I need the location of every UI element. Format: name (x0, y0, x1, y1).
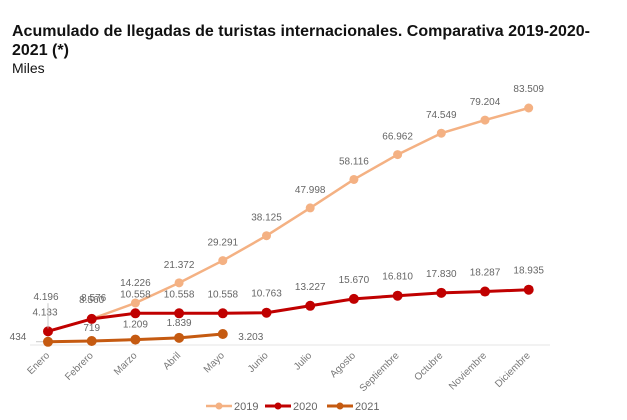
x-tick-labels: Enero Febrero Marzo Abril Mayo Junio Julio Agos… (25, 350, 533, 394)
data-label: 74.549 (426, 110, 457, 121)
data-label: 3.203 (238, 332, 263, 343)
x-tick-label: Marzo (112, 350, 140, 378)
data-label: 38.125 (251, 213, 282, 224)
data-label: 434 (10, 332, 27, 343)
series-layer: 4.196 8.576 14.226 21.372 29.291 38.125 47.998… (10, 84, 544, 347)
data-label: 29.291 (208, 238, 239, 249)
legend-item-2020[interactable]: 2020 (265, 401, 317, 413)
data-point (480, 115, 490, 125)
data-label: 1.209 (123, 320, 148, 331)
series-line-2019 (47, 106, 530, 333)
series-2020: 4.133 8.560 10.558 10.558 10.558 10.763 13.227… (32, 266, 544, 337)
x-tick-label: Junio (246, 350, 271, 375)
x-tick-label: Agosto (328, 350, 358, 380)
legend-swatch-marker (274, 402, 282, 410)
data-point (43, 326, 53, 337)
data-point (392, 290, 403, 301)
legend-item-2021[interactable]: 2021 (327, 401, 379, 413)
data-point (218, 256, 228, 266)
x-tick-label: Noviembre (447, 350, 489, 392)
data-label: 8.576 (81, 293, 106, 304)
data-label: 79.204 (470, 97, 501, 108)
chart-subtitle: Miles (12, 60, 45, 76)
x-tick-label: Enero (25, 350, 52, 377)
data-label: 58.116 (339, 156, 369, 167)
data-label: 83.509 (513, 84, 544, 95)
x-tick-label: Diciembre (493, 350, 533, 390)
data-label: 8.560 (79, 295, 104, 306)
data-point (480, 286, 490, 297)
data-point (349, 174, 359, 184)
data-point (261, 307, 272, 318)
legend-swatch-marker (215, 402, 223, 410)
data-label: 16.810 (382, 272, 413, 283)
data-point (436, 128, 446, 138)
legend: 2019 2020 2021 (206, 401, 379, 413)
data-label: 1.839 (167, 318, 192, 329)
data-point (393, 150, 403, 160)
data-point (174, 308, 185, 319)
data-point (130, 298, 140, 308)
legend-label: 2020 (293, 401, 317, 413)
data-label: 14.226 (120, 278, 151, 289)
data-point (130, 308, 141, 319)
data-point (305, 300, 316, 311)
data-point (43, 336, 53, 347)
data-label: 21.372 (164, 260, 195, 271)
data-point (523, 284, 534, 295)
data-label: 13.227 (295, 282, 326, 293)
data-point (262, 231, 271, 241)
legend-item-2019[interactable]: 2019 (206, 401, 258, 413)
x-tick-label: Mayo (202, 350, 227, 375)
data-point (348, 293, 359, 304)
data-label: 10.763 (251, 289, 282, 300)
data-label: 15.670 (339, 275, 370, 286)
series-2019: 4.196 8.576 14.226 21.372 29.291 38.125 47.998… (33, 84, 544, 336)
data-label: 47.998 (295, 185, 326, 196)
chart-title: Acumulado de llegadas de turistas intern… (12, 23, 590, 59)
legend-swatch-marker (336, 402, 344, 410)
data-point (305, 203, 315, 213)
data-point (86, 313, 97, 324)
data-label: 10.558 (208, 289, 239, 300)
x-tick-label: Abril (161, 350, 183, 372)
data-point (217, 308, 228, 319)
series-line-2020 (47, 288, 529, 333)
data-label: 10.558 (164, 289, 195, 300)
data-label: 18.287 (470, 268, 501, 279)
data-label: 10.558 (120, 289, 151, 300)
data-point (524, 103, 534, 113)
data-label: 719 (83, 323, 100, 334)
data-point (217, 328, 228, 339)
series-2021: 434 719 1.209 1.839 3.203 (10, 318, 264, 347)
legend-label: 2019 (234, 401, 258, 413)
data-point (174, 278, 184, 288)
data-label: 4.133 (32, 307, 57, 318)
data-label: 4.196 (33, 292, 58, 303)
x-tick-label: Octubre (412, 350, 445, 383)
data-point (174, 332, 185, 343)
x-tick-label: Septiembre (358, 350, 402, 394)
data-label: 66.962 (382, 132, 413, 143)
x-tick-label: Julio (292, 350, 315, 373)
data-label: 18.935 (513, 266, 544, 277)
x-tick-label: Febrero (63, 350, 96, 383)
legend-label: 2021 (355, 401, 379, 413)
data-point (86, 335, 97, 346)
data-label: 17.830 (426, 269, 457, 280)
data-point (436, 287, 447, 298)
data-point (130, 334, 141, 345)
